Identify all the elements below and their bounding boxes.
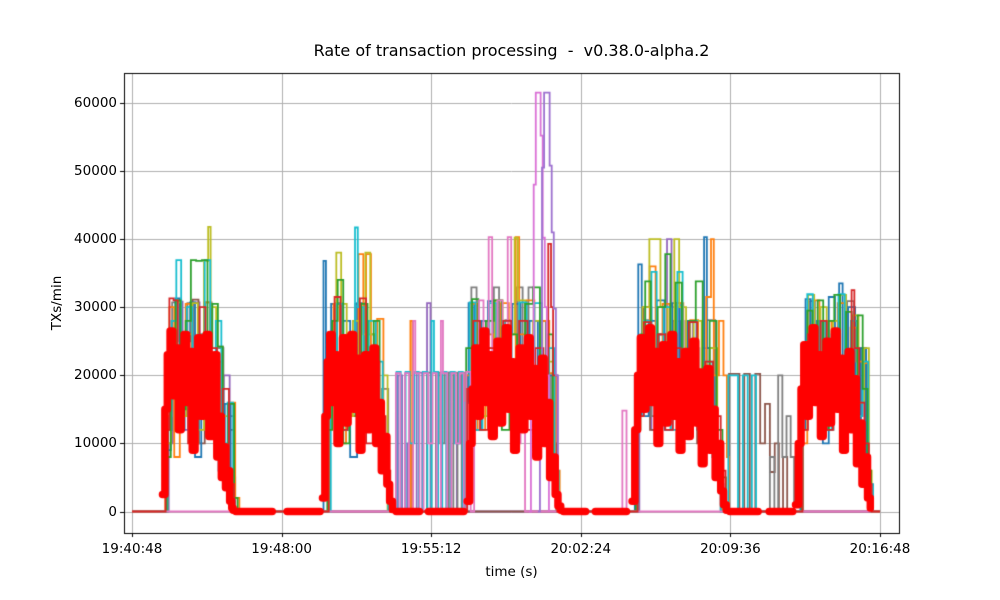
y-tick-label: 30000 xyxy=(74,299,117,316)
x-tick-label: 20:09:36 xyxy=(700,541,761,557)
x-tick-label: 19:48:00 xyxy=(251,541,312,557)
x-tick-label: 19:40:48 xyxy=(101,541,163,557)
x-tick-label: 20:16:48 xyxy=(849,541,911,557)
y-tick-label: 60000 xyxy=(74,94,117,111)
chart-title: Rate of transaction processing - v0.38.0… xyxy=(313,41,710,60)
y-tick-label: 0 xyxy=(108,503,117,520)
x-tick-label: 20:02:24 xyxy=(550,541,612,557)
y-tick-label: 10000 xyxy=(74,435,117,452)
y-tick-label: 50000 xyxy=(74,163,117,179)
x-tick-label: 19:55:12 xyxy=(400,541,462,557)
y-tick-label: 20000 xyxy=(74,367,117,384)
x-axis-label: time (s) xyxy=(485,564,538,580)
y-tick-label: 40000 xyxy=(74,231,117,248)
